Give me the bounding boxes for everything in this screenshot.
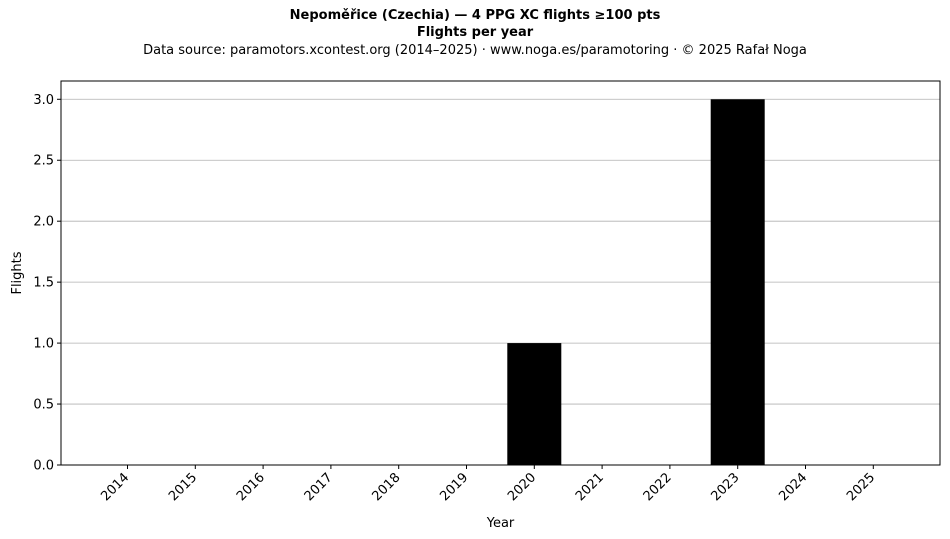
bar-2023 bbox=[710, 99, 765, 466]
x-tick-label: 2025 bbox=[844, 470, 878, 504]
x-tick-label: 2018 bbox=[370, 470, 404, 504]
bar-2020 bbox=[507, 343, 562, 465]
y-tick-label: 2.0 bbox=[33, 215, 54, 230]
y-tick-label: 0.5 bbox=[33, 398, 54, 413]
x-tick-label: 2023 bbox=[709, 470, 743, 504]
chart-subtitle: Flights per year bbox=[416, 25, 534, 40]
y-tick-label: 0.0 bbox=[33, 459, 54, 474]
x-tick-label: 2016 bbox=[234, 470, 268, 504]
chart-title: Nepoměřice (Czechia) — 4 PPG XC flights … bbox=[289, 8, 661, 23]
data-source-line: Data source: paramotors.xcontest.org (20… bbox=[143, 43, 807, 58]
x-axis-label: Year bbox=[486, 516, 515, 531]
x-tick-label: 2024 bbox=[776, 470, 810, 504]
x-tick-label: 2017 bbox=[302, 470, 336, 504]
plot-frame bbox=[60, 80, 941, 466]
y-tick-label: 1.0 bbox=[33, 337, 54, 352]
x-tick-label: 2021 bbox=[573, 470, 607, 504]
y-tick-label: 2.5 bbox=[33, 154, 54, 169]
y-tick-label: 3.0 bbox=[33, 93, 54, 108]
x-tick-label: 2020 bbox=[505, 470, 539, 504]
x-tick-label: 2022 bbox=[641, 470, 675, 504]
y-tick-label: 1.5 bbox=[33, 276, 54, 291]
x-tick-label: 2014 bbox=[98, 470, 132, 504]
x-tick-label: 2019 bbox=[437, 470, 471, 504]
y-axis-label: Flights bbox=[10, 251, 25, 294]
x-tick-label: 2015 bbox=[166, 470, 200, 504]
